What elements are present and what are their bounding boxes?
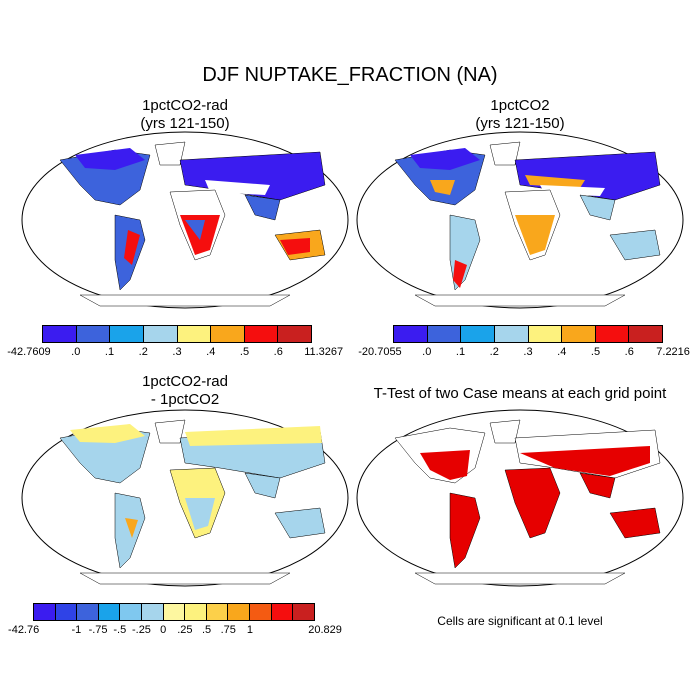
panel-2-title-line1: 1pctCO2 — [490, 97, 550, 114]
colorbar-label: .0 — [71, 346, 81, 358]
colorbar-box — [250, 604, 272, 620]
colorbar-box — [55, 604, 78, 620]
colorbar-label: .0 — [422, 346, 432, 358]
colorbar-label: .25 — [177, 624, 193, 636]
colorbar-label: 0 — [160, 624, 167, 636]
colorbar-label: 1 — [246, 624, 253, 636]
colorbar-box — [528, 326, 563, 342]
map-panel-4 — [356, 409, 684, 587]
colorbar-box — [293, 604, 314, 620]
colorbar-box — [143, 326, 178, 342]
panel-1-title-line2: (yrs 121-150) — [140, 115, 230, 132]
colorbar-label: -1 — [71, 624, 82, 636]
colorbar-label: .1 — [455, 346, 466, 358]
panel-3-title-line1: 1pctCO2-rad — [142, 373, 228, 390]
colorbar-label: .6 — [273, 346, 283, 358]
colorbar-box — [76, 326, 111, 342]
colorbar-box — [177, 326, 212, 342]
colorbar-label: .75 — [220, 624, 236, 636]
colorbar-box — [244, 326, 279, 342]
colorbar-box — [595, 326, 630, 342]
map-panel-1 — [21, 131, 349, 309]
colorbar-box — [185, 604, 207, 620]
colorbar-panel-2 — [393, 325, 663, 343]
panel-3-title: 1pctCO2-rad - 1pctCO2 — [20, 373, 350, 409]
colorbar-box — [43, 326, 77, 342]
colorbar-label: .4 — [557, 346, 567, 358]
colorbar-panel-1-labels: -42.7609 .0 .1 .2 .3 .4 .5 .6 11.3267 — [7, 346, 343, 360]
panel-2-title-line2: (yrs 121-150) — [475, 115, 565, 132]
colorbar-label: .3 — [172, 346, 182, 358]
colorbar-label: .5 — [590, 346, 601, 358]
panel-1-title-line1: 1pctCO2-rad — [142, 97, 228, 114]
colorbar-label: -.5 — [113, 624, 127, 636]
colorbar-box — [461, 326, 495, 342]
map-panel-2 — [356, 131, 684, 309]
colorbar-box — [394, 326, 428, 342]
colorbar-panel-1 — [42, 325, 312, 343]
colorbar-box — [110, 326, 144, 342]
panel-1-title: 1pctCO2-rad (yrs 121-150) — [20, 97, 350, 133]
colorbar-box — [211, 326, 245, 342]
colorbar-label: .4 — [206, 346, 216, 358]
colorbar-label: 7.2216 — [656, 346, 690, 358]
colorbar-box — [163, 604, 186, 620]
colorbar-label: .6 — [624, 346, 634, 358]
colorbar-box — [278, 326, 311, 342]
colorbar-box — [271, 604, 294, 620]
panel-3-title-line2: - 1pctCO2 — [150, 391, 220, 408]
colorbar-label: .2 — [489, 346, 499, 358]
colorbar-box — [34, 604, 56, 620]
colorbar-box — [228, 604, 251, 620]
colorbar-box — [629, 326, 662, 342]
colorbar-box — [494, 326, 529, 342]
colorbar-label: .3 — [523, 346, 533, 358]
colorbar-box — [562, 326, 596, 342]
colorbar-label: -.75 — [88, 624, 108, 636]
map-panel-3 — [21, 409, 349, 587]
figure-title: DJF NUPTAKE_FRACTION (NA) — [202, 64, 498, 86]
colorbar-box — [206, 604, 229, 620]
panel-4-title-line1: T-Test of two Case means at each grid po… — [373, 385, 667, 402]
colorbar-label: -.25 — [131, 624, 151, 636]
colorbar-label: -42.76 — [8, 624, 40, 636]
colorbar-panel-3 — [33, 603, 315, 621]
colorbar-box — [77, 604, 99, 620]
colorbar-box — [427, 326, 462, 342]
colorbar-label: -20.7055 — [358, 346, 402, 358]
colorbar-label: -42.7609 — [7, 346, 51, 358]
colorbar-label: 20.829 — [308, 624, 342, 636]
colorbar-label: .2 — [138, 346, 148, 358]
colorbar-box — [120, 604, 143, 620]
colorbar-panel-2-labels: -20.7055 .0 .1 .2 .3 .4 .5 .6 7.2216 — [358, 346, 690, 360]
panel-4-title: T-Test of two Case means at each grid po… — [350, 385, 690, 403]
colorbar-label: 11.3267 — [304, 346, 344, 358]
colorbar-box — [142, 604, 164, 620]
colorbar-box — [98, 604, 121, 620]
colorbar-label: .5 — [201, 624, 212, 636]
ttest-note: Cells are significant at 0.1 level — [437, 614, 603, 628]
colorbar-label: .1 — [104, 346, 115, 358]
panel-2-title: 1pctCO2 (yrs 121-150) — [355, 97, 685, 133]
colorbar-panel-3-labels: -42.76 -1 -.75 -.5 -.25 0 .25 .5 .75 1 20.829 — [8, 624, 342, 638]
colorbar-label: .5 — [239, 346, 250, 358]
